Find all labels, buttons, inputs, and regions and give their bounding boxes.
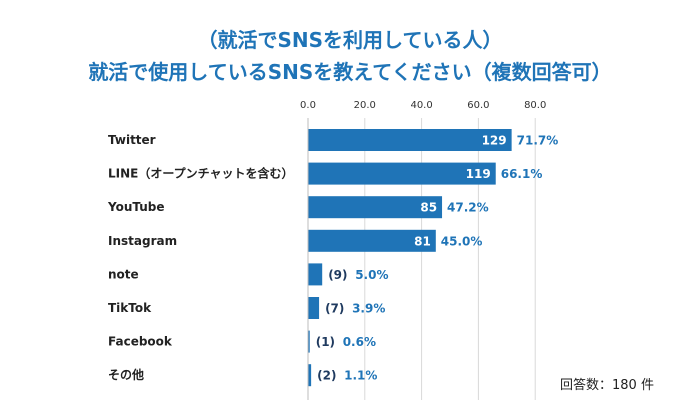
category-label: LINE（オープンチャットを含む） bbox=[108, 166, 294, 181]
category-label: その他 bbox=[108, 367, 144, 382]
bar bbox=[308, 297, 320, 319]
count-label: (9) bbox=[328, 268, 347, 282]
count-label: 85 bbox=[420, 201, 437, 215]
percent-label: 3.9% bbox=[352, 302, 385, 316]
response-count-note: 回答数：180 件 bbox=[560, 378, 654, 393]
bar bbox=[308, 229, 436, 252]
count-label: (2) bbox=[317, 369, 336, 383]
x-tick-label: 20.0 bbox=[354, 100, 376, 111]
bar bbox=[308, 330, 310, 353]
category-label: Instagram bbox=[108, 234, 177, 248]
percent-label: 45.0% bbox=[441, 234, 483, 248]
bar bbox=[308, 129, 512, 151]
percent-label: 5.0% bbox=[355, 268, 388, 282]
category-label: YouTube bbox=[107, 200, 165, 214]
bar bbox=[308, 263, 323, 286]
chart-title-line-1: （就活でSNSを利用している人） bbox=[197, 28, 503, 52]
category-label: TikTok bbox=[108, 301, 152, 315]
x-tick-label: 40.0 bbox=[410, 100, 432, 111]
count-label: 119 bbox=[466, 167, 491, 181]
bar bbox=[308, 162, 496, 185]
percent-label: 66.1% bbox=[501, 167, 543, 181]
percent-label: 71.7% bbox=[517, 134, 559, 148]
x-tick-label: 60.0 bbox=[467, 100, 489, 111]
percent-label: 1.1% bbox=[344, 369, 377, 383]
category-label: Facebook bbox=[108, 335, 173, 349]
bar bbox=[308, 364, 312, 387]
category-label: Twitter bbox=[108, 133, 156, 147]
x-tick-label: 0.0 bbox=[300, 100, 316, 111]
percent-label: 47.2% bbox=[447, 201, 489, 215]
count-label: 81 bbox=[414, 234, 431, 248]
category-label: note bbox=[108, 267, 139, 281]
count-label: (7) bbox=[325, 302, 344, 316]
count-label: (1) bbox=[316, 335, 335, 349]
bar bbox=[308, 196, 443, 219]
count-label: 129 bbox=[482, 134, 507, 148]
x-tick-label: 80.0 bbox=[524, 100, 546, 111]
chart-title-line-2: 就活で使用しているSNSを教えてください（複数回答可） bbox=[88, 60, 612, 84]
percent-label: 0.6% bbox=[343, 335, 376, 349]
